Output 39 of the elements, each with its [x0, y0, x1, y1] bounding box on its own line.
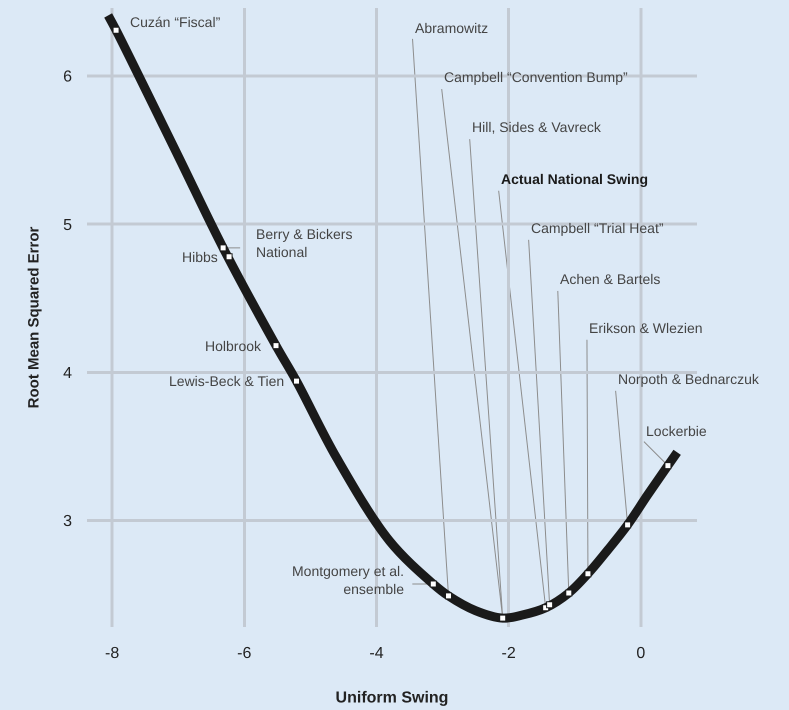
annotation: Cuzán “Fiscal” — [130, 14, 221, 30]
point — [445, 592, 452, 600]
annotation: Campbell “Trial Heat” — [531, 220, 664, 236]
annotation: Hill, Sides & Vavreck — [472, 119, 602, 135]
point — [584, 570, 592, 578]
point — [499, 614, 506, 622]
annotation: Erikson & Wlezien — [589, 320, 703, 336]
point — [293, 378, 300, 385]
point — [272, 342, 280, 350]
x-tick-label: -4 — [369, 645, 384, 662]
annotation: Berry & Bickers National — [256, 226, 352, 260]
annotation: Achen & Bartels — [560, 271, 660, 287]
x-tick-label: 0 — [636, 645, 646, 662]
point — [624, 521, 632, 528]
annotation: Abramowitz — [415, 20, 488, 36]
annotation: Norpoth & Bednarczuk — [618, 371, 760, 387]
point — [546, 601, 554, 608]
annotation: Hibbs — [182, 249, 218, 265]
x-tick-label: -6 — [237, 645, 252, 662]
annotation: Montgomery et al. ensemble — [292, 563, 404, 598]
annotation: Campbell “Convention Bump” — [444, 69, 628, 85]
x-tick-label: -8 — [104, 645, 120, 662]
annotation: Lockerbie — [646, 423, 707, 439]
y-tick-label: 6 — [63, 68, 72, 86]
y-tick-label: 4 — [63, 364, 72, 382]
point — [664, 462, 672, 470]
annotation: Holbrook — [205, 338, 262, 354]
point — [112, 26, 120, 34]
point — [565, 589, 572, 596]
point — [226, 253, 233, 260]
annotation: Actual National Swing — [501, 171, 648, 187]
annotation: Lewis-Beck & Tien — [169, 373, 284, 389]
x-tick-label: -2 — [502, 645, 516, 662]
x-axis-title: Uniform Swing — [336, 690, 448, 707]
point — [430, 580, 437, 588]
y-tick-label: 5 — [63, 216, 72, 234]
point — [220, 244, 227, 252]
y-tick-label: 3 — [63, 512, 72, 530]
y-axis-title: Root Mean Squared Error — [25, 226, 42, 408]
